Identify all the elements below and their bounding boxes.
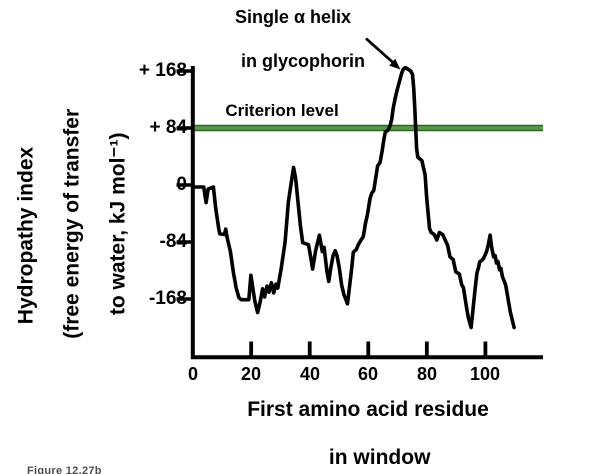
peak-annotation-line1: Single α helix (234, 7, 352, 27)
peak-annotation-line2: in glycophorin (241, 51, 365, 71)
y-tick-label-168neg: -168 (148, 288, 187, 309)
annotation-arrow-line (365, 37, 394, 64)
x-tick-label-40: 40 (299, 364, 321, 384)
y-axis-title: Hydropathy index (free energy of transfe… (15, 81, 130, 391)
x-tick-marks (249, 341, 488, 358)
annotation-arrowhead-icon (389, 58, 401, 70)
x-tick-label-60: 60 (357, 364, 379, 384)
criterion-level-label: Criterion level (225, 101, 339, 120)
x-tick-label-80: 80 (416, 364, 438, 384)
y-tick-label-0: 0 (176, 174, 187, 195)
figure-caption: Figure 12.27b (27, 465, 102, 474)
x-tick-label-100: 100 (469, 364, 501, 384)
y-axis-title-line1: Hydropathy index (14, 146, 38, 325)
y-tick-marks (176, 69, 194, 301)
hydropathy-curve (190, 65, 516, 330)
y-tick-label-168pos: + 168 (138, 60, 187, 81)
x-axis-title-line2: in window (328, 446, 431, 469)
peak-annotation: Single α helix in glycophorin (193, 6, 393, 72)
y-axis-title-line2: (free energy of transfer (60, 108, 84, 339)
x-axis-title: First amino acid residue in window (218, 398, 518, 470)
x-tick-label-0: 0 (187, 364, 198, 384)
x-tick-label-20: 20 (240, 364, 262, 384)
y-tick-label-84pos: + 84 (149, 117, 187, 138)
x-axis-title-line1: First amino acid residue (247, 398, 489, 421)
y-tick-label-84neg: -84 (159, 231, 187, 252)
